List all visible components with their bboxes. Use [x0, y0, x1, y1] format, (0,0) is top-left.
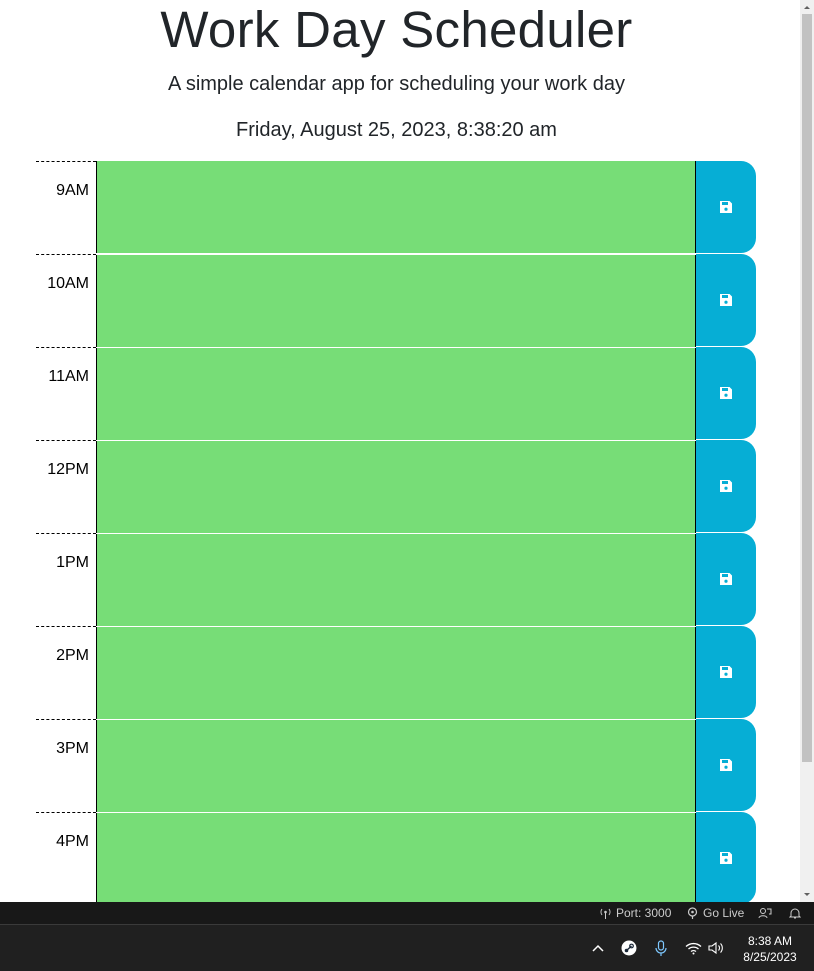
broadcast-icon: [600, 908, 611, 919]
hour-label: 4PM: [36, 812, 96, 902]
save-button[interactable]: [696, 254, 756, 346]
notification-bell-icon[interactable]: [789, 905, 801, 921]
event-textarea[interactable]: [96, 255, 696, 347]
save-button[interactable]: [696, 347, 756, 439]
save-button[interactable]: [696, 440, 756, 532]
event-textarea[interactable]: [96, 441, 696, 533]
go-live-button[interactable]: Go Live: [686, 905, 744, 921]
save-button[interactable]: [696, 533, 756, 625]
timeblock-row: 1PM: [36, 533, 756, 626]
accounts-icon[interactable]: [758, 905, 772, 921]
event-textarea[interactable]: [96, 348, 696, 440]
clock-date: 8/25/2023: [743, 950, 797, 964]
save-icon: [720, 387, 732, 399]
timeblock-row: 4PM: [36, 812, 756, 902]
hour-label: 3PM: [36, 719, 96, 811]
save-icon: [720, 480, 732, 492]
scrollbar-thumb[interactable]: [802, 14, 812, 762]
save-icon: [720, 294, 732, 306]
save-icon: [720, 852, 732, 864]
steam-icon[interactable]: [620, 938, 638, 958]
editor-status-bar: Port: 3000 Go Live: [0, 902, 814, 924]
timeblock-row: 2PM: [36, 626, 756, 719]
port-status[interactable]: Port: 3000: [599, 905, 671, 921]
go-live-icon: [687, 906, 698, 919]
taskbar-clock[interactable]: 8:38 AM 8/25/2023: [738, 933, 802, 965]
scheduler-page: Work Day Scheduler A simple calendar app…: [36, 1, 756, 902]
timeblock-row: 11AM: [36, 347, 756, 440]
scroll-up-arrow-icon[interactable]: [800, 0, 814, 14]
event-textarea[interactable]: [96, 813, 696, 902]
timeblock-row: 12PM: [36, 440, 756, 533]
event-textarea[interactable]: [96, 161, 696, 253]
clock-time: 8:38 AM: [747, 934, 793, 948]
wifi-icon[interactable]: [684, 938, 702, 958]
timeblock-row: 3PM: [36, 719, 756, 812]
hour-label: 2PM: [36, 626, 96, 718]
go-live-label: Go Live: [703, 906, 745, 920]
event-textarea[interactable]: [96, 627, 696, 719]
vertical-scrollbar[interactable]: [800, 0, 814, 902]
hour-label: 11AM: [36, 347, 96, 439]
save-button[interactable]: [696, 719, 756, 811]
hour-label: 1PM: [36, 533, 96, 625]
save-icon: [720, 759, 732, 771]
hour-label: 9AM: [36, 161, 96, 253]
event-textarea[interactable]: [96, 534, 696, 626]
timeblock-list: 9AM 10AM 11AM 12PM: [36, 161, 756, 902]
microphone-icon[interactable]: [654, 938, 668, 958]
windows-taskbar: 8:38 AM 8/25/2023: [0, 924, 814, 971]
scroll-down-arrow-icon[interactable]: [800, 888, 814, 902]
port-label: Port: 3000: [616, 906, 672, 920]
chevron-up-icon[interactable]: [590, 938, 606, 958]
save-button[interactable]: [696, 626, 756, 718]
current-date: Friday, August 25, 2023, 8:38:20 am: [236, 119, 557, 141]
event-textarea[interactable]: [96, 720, 696, 812]
save-icon: [720, 666, 732, 678]
save-button[interactable]: [696, 161, 756, 253]
hour-label: 12PM: [36, 440, 96, 532]
timeblock-row: 10AM: [36, 254, 756, 347]
volume-icon[interactable]: [708, 938, 726, 958]
timeblock-row: 9AM: [36, 161, 756, 254]
page-subtitle: A simple calendar app for scheduling you…: [168, 73, 625, 95]
save-icon: [720, 201, 732, 213]
save-icon: [720, 573, 732, 585]
hour-label: 10AM: [36, 254, 96, 346]
page-title: Work Day Scheduler: [160, 1, 633, 58]
save-button[interactable]: [696, 812, 756, 902]
